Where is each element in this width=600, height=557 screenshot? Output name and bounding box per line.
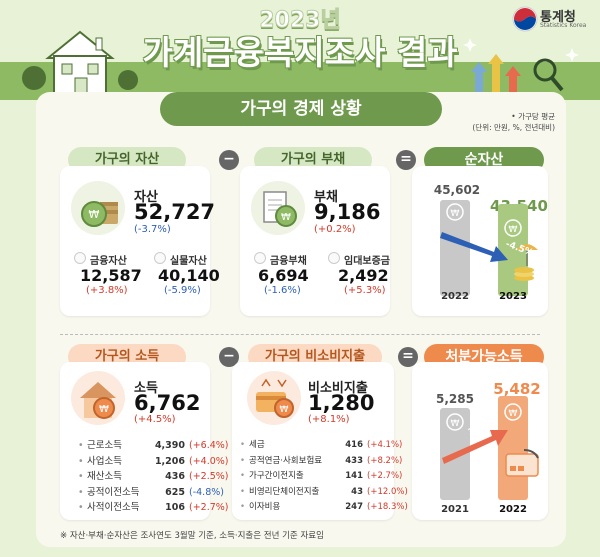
unit-note-line2: (단위: 만원, %, 전년대비) xyxy=(472,123,555,132)
disposable-curr-value: 5,482 xyxy=(493,380,541,398)
svg-text:₩: ₩ xyxy=(509,225,518,235)
disposable-prev-value: 5,285 xyxy=(436,392,474,406)
svg-text:₩: ₩ xyxy=(99,404,109,415)
list-item: • 근로소득 4,390 (+6.4%) xyxy=(78,440,229,451)
equals-operator: = xyxy=(396,150,416,170)
income-label: 소득 xyxy=(134,381,158,396)
nonconsumption-breakdown-list: • 세금 416 (+4.1%) • 공적연금·사회보험료 433 (+8.2%) • 가구간… xyxy=(240,438,408,516)
debt-change: (+0.2%) xyxy=(314,224,356,235)
coin-icon xyxy=(74,252,86,264)
logo-name: 통계청 xyxy=(540,10,576,25)
disposable-income-chart: ₩ ₩ xyxy=(440,396,539,500)
net-assets-chart: ₩ ₩ xyxy=(440,200,538,296)
assets-change: (-3.7%) xyxy=(134,224,171,235)
financial-debt-label: 금융부채 xyxy=(270,256,307,267)
coin-icon xyxy=(328,252,340,264)
disposable-prev-year: 2021 xyxy=(441,504,469,515)
svg-text:₩: ₩ xyxy=(89,208,100,221)
net-assets-prev-year: 2022 xyxy=(441,291,469,302)
list-item: • 사업소득 1,206 (+4.0%) xyxy=(78,455,229,467)
income-change: (+4.5%) xyxy=(134,414,176,425)
coin-icon xyxy=(254,252,266,264)
unit-note: • 가구당 평균 (단위: 만원, %, 전년대비) xyxy=(455,111,555,133)
net-assets-prev-value: 45,602 xyxy=(433,183,481,197)
growth-arrows-icon xyxy=(471,54,564,100)
header-year: 2023년 xyxy=(259,8,341,34)
real-assets-change: (-5.9%) xyxy=(164,285,201,296)
financial-assets-change: (+3.8%) xyxy=(86,285,128,296)
list-item: • 재산소득 436 (+2.5%) xyxy=(78,471,229,482)
money-bag-icon: ₩ xyxy=(71,181,125,235)
income-value: 6,762 xyxy=(134,391,201,415)
assets-value: 52,727 xyxy=(134,200,216,224)
income-breakdown-list: • 근로소득 4,390 (+6.4%) • 사업소득 1,206 (+4.0%) • 재산소… xyxy=(78,438,229,516)
financial-assets-label: 금융자산 xyxy=(90,256,127,267)
net-assets-prev-bar xyxy=(440,200,470,296)
section-divider xyxy=(60,334,540,335)
list-item: • 공적이전소득 625 (-4.8%) xyxy=(78,486,224,498)
real-assets-value: 40,140 xyxy=(158,266,220,285)
list-item: • 가구간이전지출 141 (+2.7%) xyxy=(240,471,403,481)
minus-operator: − xyxy=(219,347,239,367)
nonconsumption-value: 1,280 xyxy=(308,391,375,415)
assets-label: 자산 xyxy=(134,190,158,205)
lease-deposit-label: 임대보증금 xyxy=(344,256,390,267)
disposable-curr-year: 2022 xyxy=(499,504,527,515)
list-item: • 사적이전소득 106 (+2.7%) xyxy=(78,502,229,513)
financial-assets-value: 12,587 xyxy=(80,266,142,285)
logo-subtitle: Statistics Korea xyxy=(540,22,587,29)
page-title: 가계금융복지조사 결과 xyxy=(142,33,458,72)
kostat-logo-icon xyxy=(512,6,538,32)
list-item: • 세금 416 (+4.1%) xyxy=(240,440,403,450)
coin-icon xyxy=(154,252,166,264)
lease-deposit-change: (+5.3%) xyxy=(344,285,386,296)
list-item: • 비영리단체이전지출 43 (+12.0%) xyxy=(240,486,408,497)
debt-label: 부채 xyxy=(314,190,338,205)
list-item: • 공적연금·사회보험료 433 (+8.2%) xyxy=(240,455,403,466)
nonconsumption-change: (+8.1%) xyxy=(308,414,350,425)
debt-document-icon: ₩ xyxy=(251,181,305,235)
footnote: ※ 자산·부채·순자산은 조사연도 3월말 기준, 소득·지출은 전년 기준 자… xyxy=(60,531,324,541)
financial-debt-value: 6,694 xyxy=(258,266,309,285)
nonconsumption-label: 비소비지출 xyxy=(308,381,368,396)
net-assets-curr-year: 2023 xyxy=(499,291,527,302)
section-banner: 가구의 경제 상황 xyxy=(160,92,442,126)
svg-text:₩: ₩ xyxy=(509,409,518,419)
financial-debt-change: (-1.6%) xyxy=(264,285,301,296)
svg-text:₩: ₩ xyxy=(451,419,460,429)
real-assets-label: 실물자산 xyxy=(170,256,207,267)
minus-operator: − xyxy=(219,150,239,170)
equals-operator: = xyxy=(398,347,418,367)
debt-value: 9,186 xyxy=(314,200,381,224)
lease-deposit-value: 2,492 xyxy=(338,266,389,285)
svg-text:₩: ₩ xyxy=(281,212,291,223)
card-hand-icon xyxy=(505,449,539,477)
list-item: • 이자비용 247 (+18.3%) xyxy=(240,502,408,512)
wallet-icon: ₩ xyxy=(247,371,301,425)
svg-text:₩: ₩ xyxy=(280,405,289,415)
unit-note-line1: • 가구당 평균 xyxy=(511,112,555,121)
coins-umbrella-icon xyxy=(514,244,538,281)
income-house-icon: ₩ xyxy=(71,371,125,425)
svg-text:₩: ₩ xyxy=(451,209,460,219)
